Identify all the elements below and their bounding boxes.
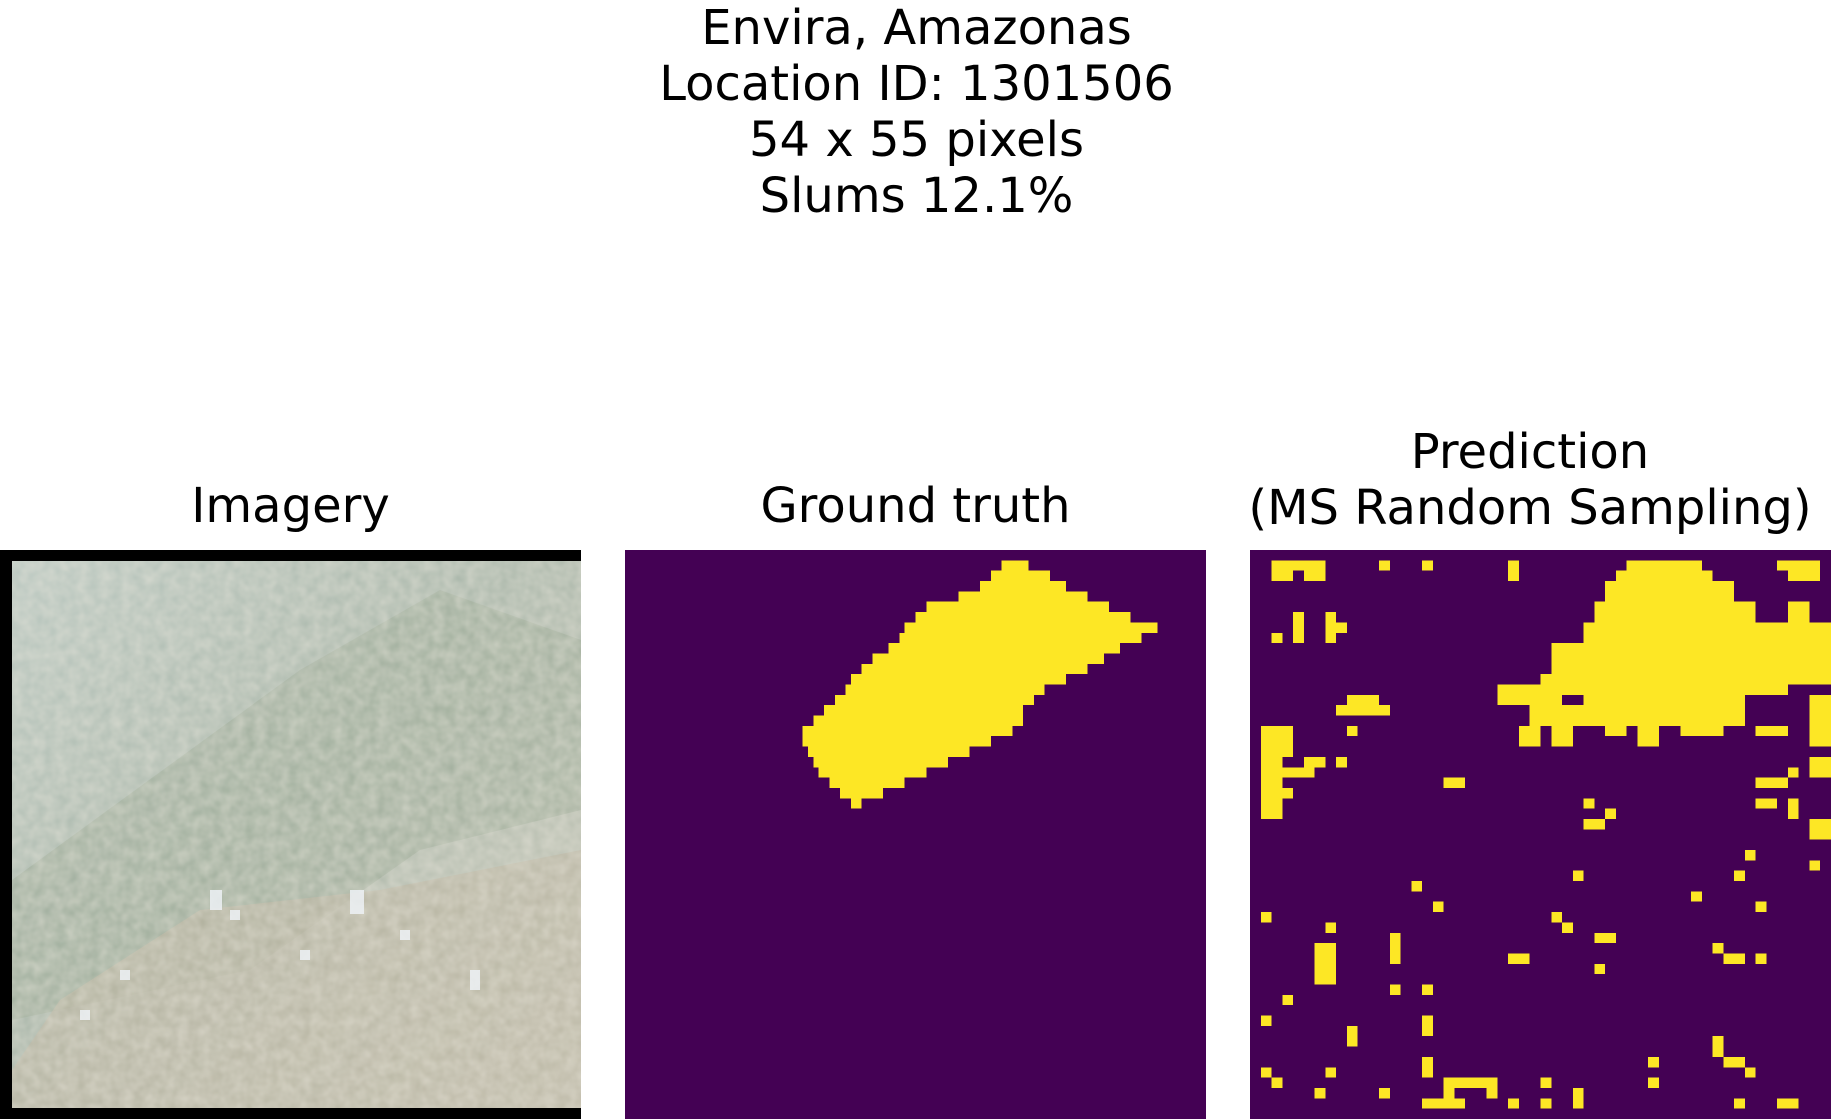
- prediction-panel: [1250, 550, 1831, 1119]
- prediction-title-line2: (MS Random Sampling): [1248, 480, 1812, 536]
- title-image-size: 54 x 55 pixels: [749, 112, 1084, 168]
- imagery-title: Imagery: [191, 478, 390, 534]
- satellite-imagery: [0, 550, 581, 1119]
- title-location-name: Envira, Amazonas: [701, 0, 1132, 56]
- ground-truth-mask: [625, 550, 1206, 1119]
- prediction-title-line1: Prediction: [1410, 424, 1650, 480]
- title-slum-percentage: Slums 12.1%: [759, 168, 1074, 224]
- figure-title: Envira, Amazonas Location ID: 1301506 54…: [0, 0, 1833, 224]
- ground-truth-panel: [625, 550, 1206, 1119]
- imagery-panel: [0, 550, 581, 1119]
- prediction-title: Prediction (MS Random Sampling): [1230, 424, 1830, 536]
- ground-truth-title: Ground truth: [760, 478, 1071, 534]
- title-location-id: Location ID: 1301506: [659, 56, 1174, 112]
- prediction-mask: [1250, 550, 1831, 1119]
